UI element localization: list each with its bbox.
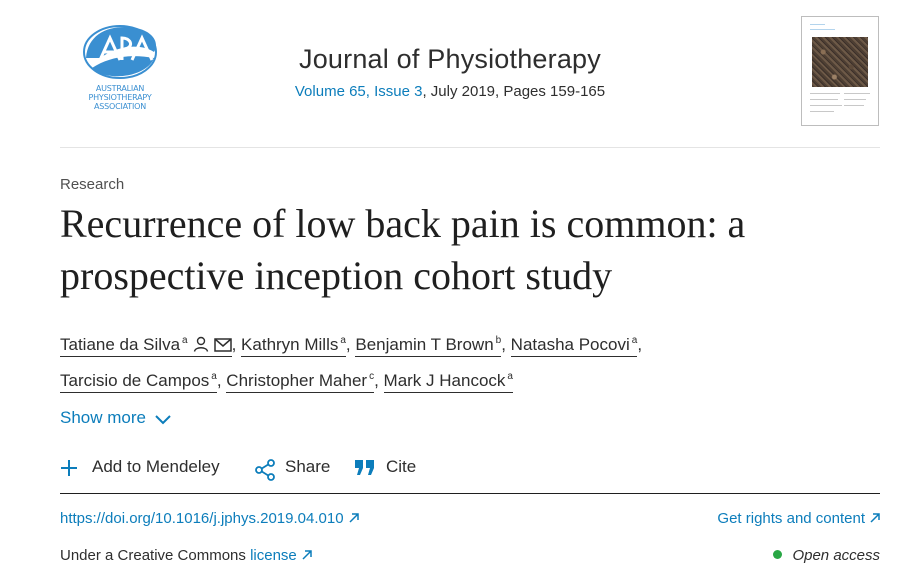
open-access-dot (773, 550, 783, 559)
apa-logo-text: AUSTRALIAN PHYSIOTHERAPY ASSOCIATION (70, 84, 170, 111)
author-separator: , (216, 371, 227, 390)
journal-info: Journal of Physiotherapy Volume 65, Issu… (260, 44, 640, 100)
author-separator: , (637, 335, 643, 354)
affiliation-marker: a (631, 335, 638, 346)
cover-line (844, 105, 864, 106)
rights-text: Get rights and content (717, 510, 865, 527)
open-access-badge: Open access (773, 547, 880, 564)
license-prefix: Under a Creative Commons (60, 547, 251, 564)
cite-label: Cite (386, 457, 417, 476)
author-list: Tatiane da Silva a, Kathryn Mills a, Benja… (60, 326, 880, 396)
add-to-mendeley-button[interactable]: Add to Mendeley (60, 457, 236, 479)
apa-logo-icon (83, 25, 157, 79)
cover-image (812, 37, 868, 87)
share-button[interactable]: Share (254, 457, 334, 481)
author-name: Christopher Maher (226, 371, 368, 390)
apa-logo-line: AUSTRALIAN (95, 84, 145, 93)
cover-mini-text: ——— (810, 22, 825, 28)
share-icon (255, 459, 275, 481)
journal-cover-thumbnail[interactable]: ——— ————— (801, 16, 879, 126)
affiliation-marker: a (211, 371, 217, 382)
author-name: Mark J Hancock (383, 371, 506, 390)
mendeley-label: Add to Mendeley (92, 457, 220, 476)
author-link[interactable]: Tatiane da Silva a (60, 335, 232, 357)
author-name: Benjamin T Brown (355, 335, 494, 354)
header-divider (60, 147, 880, 148)
quote-icon (355, 460, 374, 475)
author-link[interactable]: Natasha Pocovi a (510, 335, 638, 357)
issue-link[interactable]: Volume 65, Issue 3 (294, 83, 423, 100)
cover-line (810, 99, 838, 100)
chevron-down-icon (155, 415, 171, 425)
affiliation-marker: b (495, 335, 502, 346)
open-access-label: Open access (792, 547, 880, 564)
show-more-button[interactable]: Show more (60, 408, 172, 428)
external-arrow-icon (870, 513, 880, 523)
license-link-text: license (250, 547, 297, 564)
author-link[interactable]: Christopher Maher c (226, 371, 375, 393)
affiliation-marker: a (507, 371, 513, 382)
doi-text: https://doi.org/10.1016/j.jphys.2019.04.… (60, 510, 344, 527)
author-name: Tarcisio de Campos (60, 371, 210, 390)
author-name: Natasha Pocovi (510, 335, 630, 354)
cover-line (844, 99, 866, 100)
cover-line (810, 93, 840, 94)
show-more-label: Show more (60, 408, 146, 427)
toolbar-divider (60, 493, 880, 494)
article-type: Research (60, 176, 125, 193)
author-separator: , (345, 335, 356, 354)
license-link[interactable]: license (250, 547, 312, 564)
apa-logo-line: ASSOCIATION (93, 102, 147, 111)
issue-details: , July 2019, Pages 159-165 (422, 83, 606, 100)
author-separator: , (374, 371, 384, 390)
cover-line (810, 105, 842, 106)
share-label: Share (285, 457, 331, 476)
license-statement: Under a Creative Commons license (60, 547, 312, 564)
affiliation-marker: a (182, 335, 188, 346)
external-arrow-icon (349, 513, 359, 523)
author-link[interactable]: Tarcisio de Campos a (60, 371, 217, 393)
author-link[interactable]: Mark J Hancock a (383, 371, 513, 393)
author-name: Kathryn Mills (241, 335, 339, 354)
author-link[interactable]: Kathryn Mills a (241, 335, 346, 357)
journal-issue: Volume 65, Issue 3, July 2019, Pages 159… (260, 83, 640, 100)
plus-icon (61, 460, 77, 476)
cover-line (810, 111, 834, 112)
author-separator: , (231, 335, 242, 354)
journal-title[interactable]: Journal of Physiotherapy (299, 44, 601, 74)
affiliation-marker: a (340, 335, 346, 346)
cover-line (844, 93, 870, 94)
get-rights-link[interactable]: Get rights and content (717, 510, 880, 527)
cover-mini-text: ————— (810, 27, 835, 33)
author-separator: , (501, 335, 511, 354)
person-icon (193, 332, 209, 362)
article-title: Recurrence of low back pain is common: a… (60, 201, 746, 298)
journal-header: AUSTRALIAN PHYSIOTHERAPY ASSOCIATION Jou… (60, 14, 880, 134)
external-arrow-icon (302, 550, 312, 560)
apa-logo-line: PHYSIOTHERAPY (88, 93, 152, 102)
envelope-icon (213, 332, 232, 362)
doi-link[interactable]: https://doi.org/10.1016/j.jphys.2019.04.… (60, 510, 359, 527)
apa-logo[interactable]: AUSTRALIAN PHYSIOTHERAPY ASSOCIATION (70, 18, 170, 118)
author-link[interactable]: Benjamin T Brown b (355, 335, 502, 357)
affiliation-marker: c (369, 371, 375, 382)
author-name: Tatiane da Silva (60, 335, 181, 354)
cite-button[interactable]: Cite (354, 457, 424, 479)
